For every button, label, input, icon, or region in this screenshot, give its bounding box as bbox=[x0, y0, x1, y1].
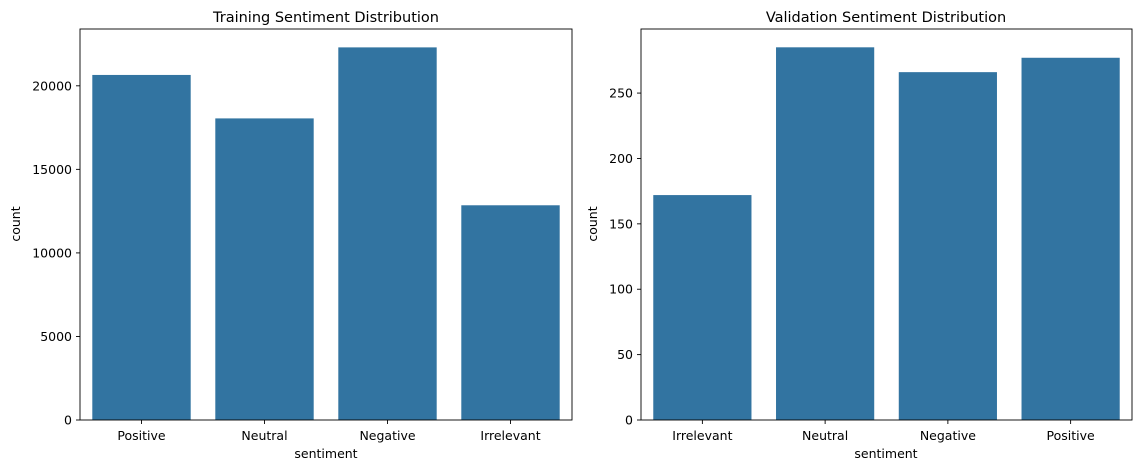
bar bbox=[461, 205, 560, 420]
chart-title: Training Sentiment Distribution bbox=[212, 10, 439, 26]
bar bbox=[653, 195, 752, 420]
bar bbox=[1021, 57, 1120, 421]
bar bbox=[338, 47, 437, 420]
x-axis-label: sentiment bbox=[854, 446, 917, 461]
y-tick-label: 200 bbox=[609, 151, 633, 166]
x-tick-label: Positive bbox=[117, 428, 165, 443]
y-tick-label: 5000 bbox=[40, 329, 72, 344]
bar bbox=[215, 118, 314, 421]
x-tick-label: Neutral bbox=[802, 428, 848, 443]
chart-title: Validation Sentiment Distribution bbox=[766, 10, 1006, 26]
y-tick-label: 100 bbox=[609, 282, 633, 297]
y-tick-label: 10000 bbox=[32, 245, 72, 260]
x-tick-label: Irrelevant bbox=[480, 428, 540, 443]
y-tick-label: 50 bbox=[617, 347, 633, 362]
x-tick-label: Irrelevant bbox=[672, 428, 732, 443]
bar bbox=[898, 72, 997, 421]
y-tick-label: 150 bbox=[609, 216, 633, 231]
x-tick-label: Negative bbox=[359, 428, 415, 443]
y-tick-label: 0 bbox=[64, 413, 72, 428]
x-axis-label: sentiment bbox=[294, 446, 357, 461]
x-tick-label: Negative bbox=[920, 428, 976, 443]
chart-validation: Validation Sentiment Distribution sentim… bbox=[585, 10, 1133, 461]
chart-training: Training Sentiment Distribution sentimen… bbox=[8, 10, 573, 461]
x-tick-label: Positive bbox=[1047, 428, 1095, 443]
y-tick-label: 250 bbox=[609, 86, 633, 101]
x-tick-label: Neutral bbox=[241, 428, 287, 443]
y-axis-label: count bbox=[8, 206, 23, 241]
bar bbox=[92, 74, 191, 420]
y-axis-label: count bbox=[585, 206, 600, 241]
y-tick-label: 0 bbox=[625, 413, 633, 428]
y-tick-label: 20000 bbox=[32, 78, 72, 93]
plot-frame bbox=[79, 28, 573, 421]
bar bbox=[776, 47, 875, 421]
y-tick-label: 15000 bbox=[32, 162, 72, 177]
plot-frame bbox=[640, 28, 1133, 421]
